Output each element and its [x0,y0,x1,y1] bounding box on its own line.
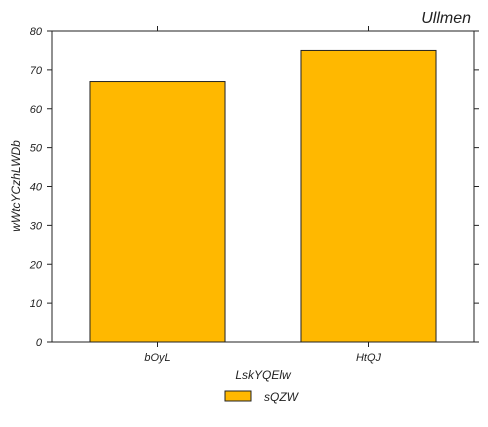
y-tick-label: 80 [30,26,43,38]
y-tick-label: 30 [30,220,43,232]
bar-bOyL [89,81,226,343]
ticks-layer: bOyL HtQJ 0 10 20 30 40 50 60 70 80 [29,26,479,364]
bar-HtQJ [300,49,437,343]
y-tick-label: 20 [29,259,43,271]
y-axis-label: wWtcYCzhLWDb [9,140,23,232]
x-tick-label: bOyL [144,352,170,364]
bars-layer [89,49,437,343]
y-tick-label: 70 [30,65,43,77]
y-tick-label: 40 [30,182,43,194]
x-axis-label: LskYQElw [235,368,292,382]
legend: sQZW [224,390,300,404]
x-tick-label: HtQJ [356,352,382,364]
y-tick-label: 10 [30,298,43,310]
y-tick-label: 50 [30,143,43,155]
chart-title: Ullmen [421,10,471,27]
legend-label: sQZW [264,390,300,404]
y-tick-label: 60 [30,104,43,116]
y-tick-label: 0 [36,337,43,349]
legend-swatch [224,390,252,402]
